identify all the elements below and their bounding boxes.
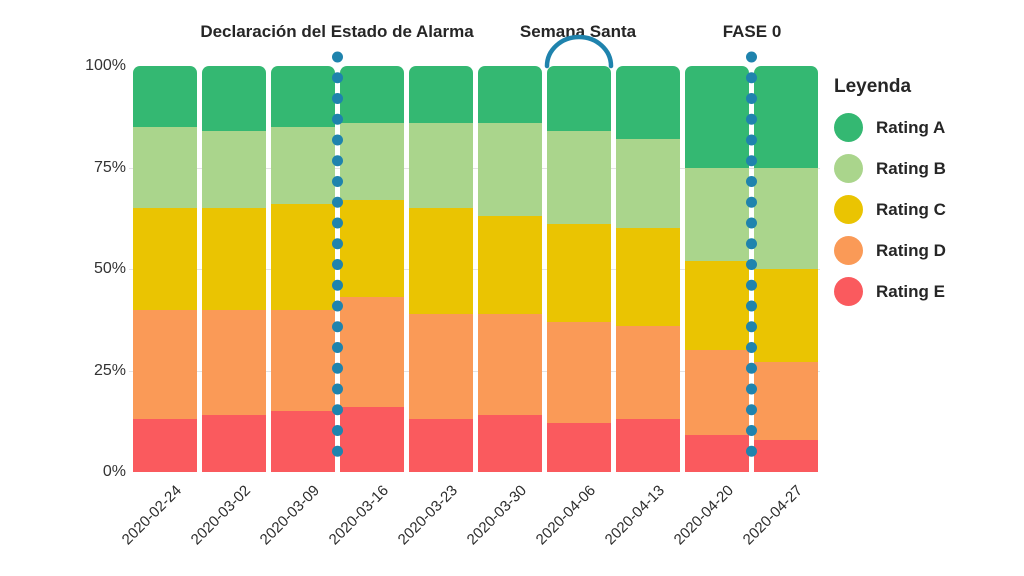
bar-segment-rating-e [754, 439, 818, 472]
y-tick-label: 50% [93, 260, 126, 277]
legend-item-label: Rating B [876, 158, 946, 178]
bar-segment-rating-e [616, 419, 680, 472]
bar-segment-rating-d [340, 297, 404, 408]
legend: Leyenda Rating A Rating B Rating C Rating D… [834, 76, 946, 318]
bar-segment-rating-d [616, 325, 680, 420]
annotation-label-fase-0: FASE 0 [722, 22, 782, 41]
bar-segment-rating-c [340, 199, 404, 298]
annotation-label-semana-santa: Semana Santa [519, 22, 637, 41]
bar-segment-rating-c [409, 208, 473, 314]
bar-segment-rating-d [685, 350, 749, 436]
bar-segment-rating-b [271, 126, 335, 205]
bar-segment-rating-c [754, 269, 818, 363]
legend-item-label: Rating C [876, 199, 946, 219]
bar-2020-03-09 [271, 66, 335, 472]
y-tick-label: 0% [102, 463, 126, 480]
bar-segment-rating-e [271, 411, 335, 472]
legend-swatch-rating-b [834, 154, 863, 183]
x-tick-label: 2020-02-24 [118, 482, 186, 549]
legend-item: Rating A [834, 113, 946, 142]
annotation-label-estado-de-alarma: Declaración del Estado de Alarma [200, 22, 474, 41]
bar-2020-04-20 [685, 66, 749, 472]
bar-segment-rating-a [133, 66, 197, 127]
legend-item: Rating E [834, 277, 946, 306]
bar-segment-rating-b [409, 122, 473, 209]
y-tick-label: 25% [93, 361, 126, 379]
bar-segment-rating-c [271, 204, 335, 310]
bar-segment-rating-e [340, 407, 404, 472]
legend-swatch-rating-c [834, 195, 863, 224]
bar-segment-rating-c [478, 216, 542, 314]
bar-segment-rating-a [685, 66, 749, 168]
legend-item: Rating B [834, 154, 946, 183]
legend-swatch-rating-e [834, 277, 863, 306]
bar-segment-rating-b [616, 139, 680, 229]
bar-segment-rating-a [616, 66, 680, 140]
bar-segment-rating-e [547, 423, 611, 472]
gridline-25 [129, 370, 820, 372]
legend-item: Rating C [834, 195, 946, 224]
bar-segment-rating-e [202, 415, 266, 472]
bar-segment-rating-b [478, 122, 542, 217]
gridline-75 [129, 167, 820, 169]
bar-segment-rating-c [133, 208, 197, 310]
bar-segment-rating-e [409, 419, 473, 472]
legend-swatch-rating-d [834, 236, 863, 265]
bar-segment-rating-d [271, 309, 335, 412]
bar-2020-03-16 [340, 66, 404, 472]
bar-segment-rating-a [271, 66, 335, 127]
legend-item-label: Rating A [876, 117, 946, 137]
legend-swatch-rating-a [834, 113, 863, 142]
bar-segment-rating-c [616, 228, 680, 326]
legend-item: Rating D [834, 236, 946, 265]
bar-segment-rating-d [547, 321, 611, 424]
bar-segment-rating-c [547, 224, 611, 322]
bar-2020-04-27 [754, 66, 818, 472]
bar-segment-rating-d [409, 313, 473, 420]
legend-item-label: Rating D [876, 240, 946, 260]
y-tick-label: 100% [85, 57, 126, 74]
bar-segment-rating-b [133, 126, 197, 209]
bar-segment-rating-d [754, 362, 818, 440]
bar-segment-rating-a [409, 66, 473, 123]
bar-segment-rating-b [754, 167, 818, 269]
bar-2020-04-13 [616, 66, 680, 472]
bar-segment-rating-a [340, 66, 404, 123]
y-tick-label: 75% [93, 158, 126, 176]
gridline-50 [129, 269, 820, 270]
bar-segment-rating-a [202, 66, 266, 131]
bar-segment-rating-c [202, 208, 266, 310]
bar-segment-rating-c [685, 260, 749, 351]
bar-segment-rating-d [478, 313, 542, 416]
bar-segment-rating-a [478, 66, 542, 123]
bar-2020-04-06 [547, 66, 611, 472]
bar-2020-03-23 [409, 66, 473, 472]
bar-segment-rating-e [478, 415, 542, 472]
bar-2020-03-30 [478, 66, 542, 472]
bar-segment-rating-b [685, 167, 749, 261]
bar-segment-rating-b [547, 130, 611, 225]
bar-segment-rating-a [547, 66, 611, 131]
bar-segment-rating-b [202, 130, 266, 209]
bar-2020-02-24 [133, 66, 197, 472]
bar-segment-rating-b [340, 122, 404, 200]
legend-items: Rating A Rating B Rating C Rating D Rating E [834, 113, 946, 306]
legend-item-label: Rating E [876, 281, 945, 301]
bar-segment-rating-e [685, 435, 749, 472]
bar-segment-rating-d [202, 309, 266, 416]
bar-segment-rating-e [133, 419, 197, 472]
bar-2020-03-02 [202, 66, 266, 472]
bar-segment-rating-d [133, 309, 197, 420]
legend-title: Leyenda [834, 76, 912, 97]
bar-segment-rating-a [754, 66, 818, 168]
